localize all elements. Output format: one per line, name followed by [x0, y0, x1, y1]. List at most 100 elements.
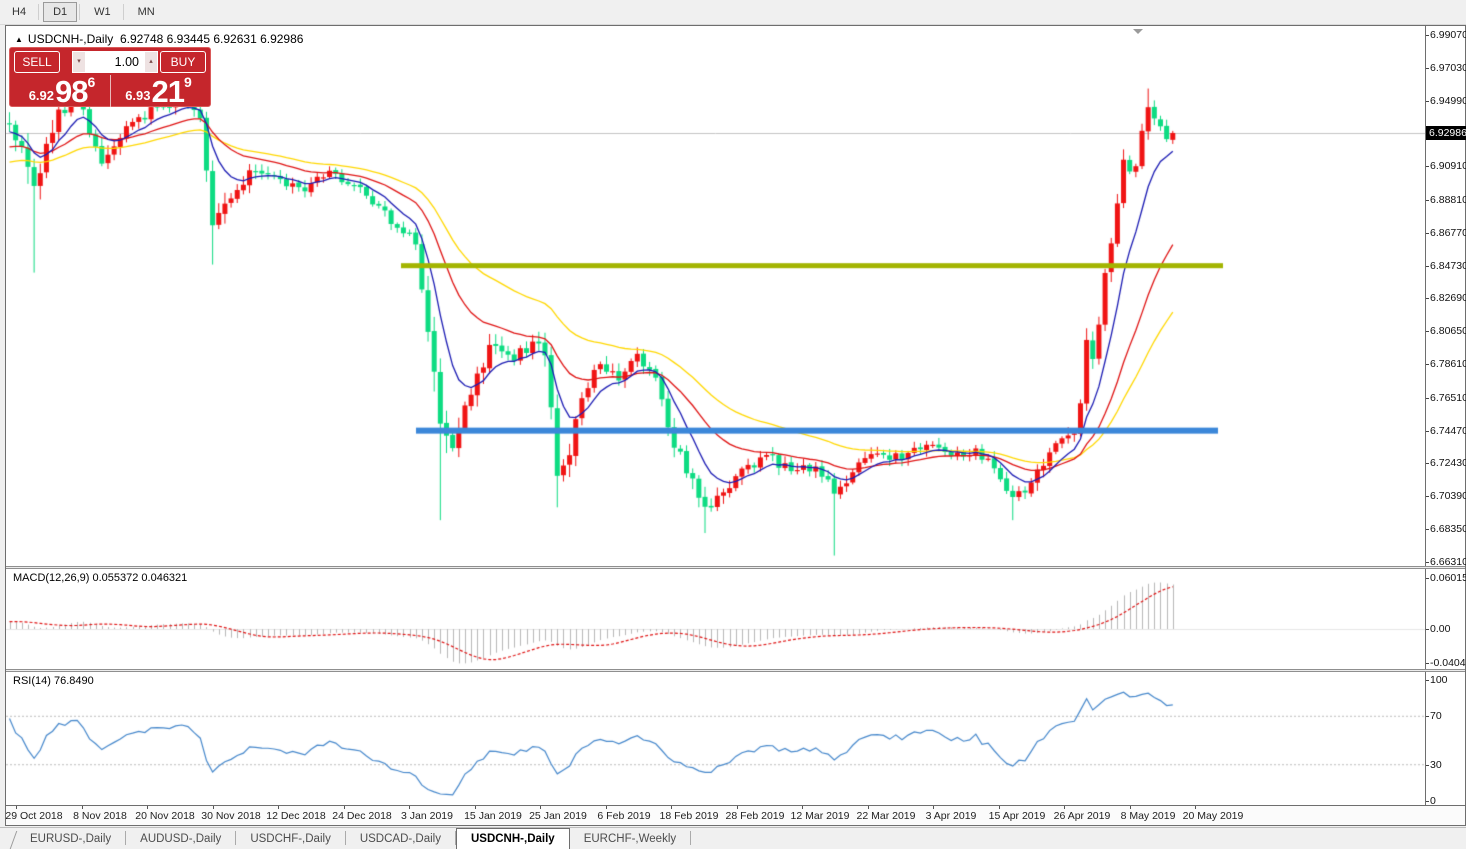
date-label: 3 Jan 2019 — [401, 810, 453, 822]
macd-axis-tick — [1426, 663, 1429, 664]
toolbar-divider — [122, 4, 124, 20]
chart-tab-bar: EURUSD-,Daily AUDUSD-,Daily USDCHF-,Dail… — [0, 827, 1466, 849]
bid-price-prefix: 6.92 — [28, 88, 55, 103]
volume-input[interactable] — [86, 51, 144, 73]
trade-controls-row: SELL ▾ ▴ BUY — [14, 51, 206, 73]
tab-eurusd-daily[interactable]: EURUSD-,Daily — [30, 833, 112, 845]
ask-price-prefix: 6.93 — [125, 88, 151, 103]
date-label: 20 May 2019 — [1182, 810, 1244, 822]
chart-ohlc-values: 6.92748 6.93445 6.92631 6.92986 — [119, 32, 304, 46]
timeframe-button-mn[interactable]: MN — [137, 6, 155, 18]
tab-usdcnh-daily[interactable]: USDCNH-,Daily — [455, 828, 570, 849]
timeframe-button-d1[interactable]: D1 — [43, 2, 78, 22]
current-price-tag: 6.92986 — [1426, 126, 1466, 140]
price-axis-label: 6.76510 — [1430, 392, 1466, 404]
macd-axis-label: -0.040407 — [1430, 657, 1466, 669]
date-label: 15 Jan 2019 — [464, 810, 522, 822]
price-axis-tick — [1426, 331, 1429, 332]
macd-axis-label: 0.00 — [1430, 623, 1451, 635]
bid-price-point: 6 — [87, 74, 96, 90]
date-axis-tick — [1195, 806, 1196, 809]
tab-eurchf-weekly[interactable]: EURCHF-,Weekly — [583, 833, 677, 845]
rsi-axis-tick — [1426, 801, 1429, 802]
buy-button[interactable]: BUY — [160, 51, 206, 73]
date-label: 12 Mar 2019 — [790, 810, 850, 822]
chart-frame: ▲ USDCNH-,Daily 6.92748 6.93445 6.92631 6… — [5, 25, 1466, 826]
bid-price-pips: 98 — [55, 74, 88, 109]
macd-label: MACD(12,26,9) 0.055372 0.046321 — [13, 572, 188, 584]
date-axis-tick — [933, 806, 934, 809]
price-axis-label: 6.94990 — [1430, 95, 1466, 107]
price-axis-tick — [1426, 364, 1429, 365]
price-axis-label: 6.99070 — [1430, 29, 1466, 41]
price-axis-tick — [1426, 200, 1429, 201]
date-axis-tick — [409, 806, 410, 809]
timeframe-button-w1[interactable]: W1 — [94, 6, 111, 18]
macd-axis-tick — [1426, 629, 1429, 630]
price-axis[interactable]: 6.99070 6.97030 6.94990 6.90910 6.88810 6.867… — [1425, 26, 1466, 807]
chart-title: ▲ USDCNH-,Daily 6.92748 6.93445 6.92631 6… — [15, 32, 303, 46]
date-label: 6 Feb 2019 — [597, 810, 651, 822]
date-axis-tick — [16, 806, 17, 809]
price-chart-panel: ▲ USDCNH-,Daily 6.92748 6.93445 6.92631 6… — [6, 26, 1425, 566]
macd-panel: MACD(12,26,9) 0.055372 0.046321 — [6, 569, 1425, 669]
date-axis-tick — [1130, 806, 1131, 809]
price-axis-label: 6.68350 — [1430, 523, 1466, 535]
timeframe-button-h4[interactable]: H4 — [12, 6, 27, 18]
price-axis-tick — [1426, 496, 1429, 497]
price-axis-label: 6.88810 — [1430, 194, 1466, 206]
volume-increase-button[interactable]: ▴ — [144, 51, 158, 73]
ask-price[interactable]: 6.93 21 9 — [110, 75, 206, 107]
date-axis-tick — [344, 806, 345, 809]
date-label: 8 Nov 2018 — [73, 810, 127, 822]
date-axis[interactable]: 29 Oct 2018 8 Nov 2018 20 Nov 2018 30 Nov 2… — [5, 805, 1465, 825]
price-chart-canvas[interactable] — [6, 26, 1425, 566]
price-axis-tick — [1426, 298, 1429, 299]
volume-decrease-button[interactable]: ▾ — [72, 51, 86, 73]
tab-divider — [454, 831, 456, 845]
date-label: 28 Feb 2019 — [725, 810, 785, 822]
price-axis-tick — [1426, 35, 1429, 36]
date-label: 25 Jan 2019 — [529, 810, 587, 822]
date-axis-tick — [213, 806, 214, 809]
tab-usdchf-daily[interactable]: USDCHF-,Daily — [250, 833, 331, 845]
rsi-axis-label: 100 — [1430, 674, 1448, 686]
macd-axis-tick — [1426, 578, 1429, 579]
price-axis-label: 6.97030 — [1430, 62, 1466, 74]
price-axis-label: 6.90910 — [1430, 160, 1466, 172]
rsi-canvas[interactable] — [6, 672, 1425, 805]
tab-bar-corner — [0, 831, 18, 849]
bid-price[interactable]: 6.92 98 6 — [14, 75, 110, 107]
macd-canvas[interactable] — [6, 569, 1425, 669]
date-label: 8 May 2019 — [1120, 810, 1176, 822]
date-label: 3 Apr 2019 — [925, 810, 977, 822]
price-axis-label: 6.74470 — [1430, 425, 1466, 437]
rsi-label: RSI(14) 76.8490 — [13, 675, 94, 687]
price-axis-label: 6.72430 — [1430, 457, 1466, 469]
tab-audusd-daily[interactable]: AUDUSD-,Daily — [140, 833, 222, 845]
collapse-arrow-icon[interactable]: ▲ — [15, 35, 23, 44]
date-axis-tick — [868, 806, 869, 809]
tab-usdcad-daily[interactable]: USDCAD-,Daily — [359, 833, 441, 845]
price-axis-label: 6.80650 — [1430, 325, 1466, 337]
price-axis-tick — [1426, 562, 1429, 563]
panel-separator[interactable] — [6, 669, 1465, 672]
sell-button[interactable]: SELL — [14, 51, 60, 73]
date-axis-tick — [475, 806, 476, 809]
macd-axis-label: 0.060159 — [1430, 572, 1466, 584]
panel-separator[interactable] — [6, 566, 1465, 569]
rsi-axis-tick — [1426, 680, 1429, 681]
tab-divider — [690, 831, 692, 845]
price-axis-label: 6.82690 — [1430, 292, 1466, 304]
date-axis-tick — [82, 806, 83, 809]
rsi-axis-tick — [1426, 765, 1429, 766]
tab-divider — [235, 831, 237, 845]
date-axis-tick — [999, 806, 1000, 809]
chart-symbol-label: USDCNH-,Daily — [27, 32, 114, 46]
timeframe-toolbar: H4 D1 W1 MN — [0, 0, 1466, 25]
tab-divider — [344, 831, 346, 845]
date-axis-tick — [606, 806, 607, 809]
date-axis-tick — [1064, 806, 1065, 809]
price-axis-tick — [1426, 233, 1429, 234]
